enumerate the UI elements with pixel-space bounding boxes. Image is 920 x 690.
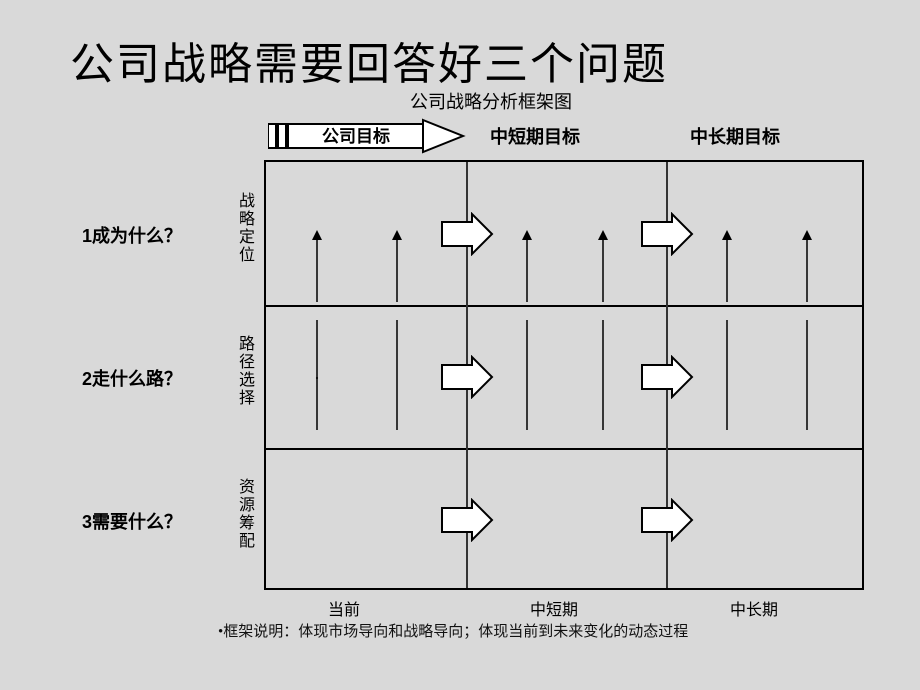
vertical-line [596,320,610,430]
up-arrow [596,230,610,302]
bottom-label-2: 中短期 [530,596,578,620]
right-arrow [640,212,694,256]
row-cat-2: 路径选择 [232,335,256,407]
bottom-label-3: 中长期 [730,596,778,620]
header-col2: 中短期目标 [490,123,580,149]
vertical-line [800,320,814,430]
subtitle: 公司战略分析框架图 [410,88,572,114]
row-cat-1: 战略定位 [232,192,256,264]
up-arrow [800,230,814,302]
header-col3: 中长期目标 [690,123,780,149]
right-arrow [440,212,494,256]
row-q-2: 2走什么路？ [82,365,182,391]
row-cat-3: 资源筹配 [232,478,256,550]
up-arrow [390,230,404,302]
row-q-1: 1成为什么？ [82,222,182,248]
footnote: •框架说明：体现市场导向和战略导向；体现当前到未来变化的动态过程 [218,620,688,641]
up-arrow [720,230,734,302]
vertical-line [520,320,534,430]
right-arrow [440,355,494,399]
up-arrow [310,230,324,302]
vertical-line [390,320,404,430]
page-title: 公司战略需要回答好三个问题 [70,28,668,92]
grid-hline-2 [266,448,862,450]
right-arrow [640,355,694,399]
right-arrow [440,498,494,542]
up-arrow [520,230,534,302]
pencil-label: 公司目标 [322,126,390,146]
grid-hline-1 [266,305,862,307]
dot-marker: · [314,368,320,389]
footnote-text: 框架说明：体现市场导向和战略导向；体现当前到未来变化的动态过程 [223,624,688,640]
right-arrow [640,498,694,542]
row-q-3: 3需要什么？ [82,508,182,534]
grid-frame [264,160,864,590]
pencil-arrow: 公司目标 [268,118,468,154]
vertical-line [720,320,734,430]
bottom-label-1: 当前 [328,596,360,620]
